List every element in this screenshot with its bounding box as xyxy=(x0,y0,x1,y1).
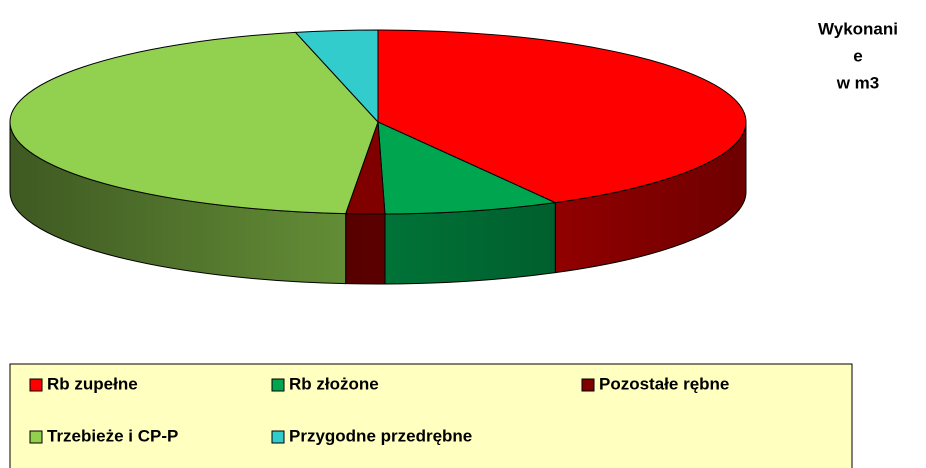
slice-side xyxy=(345,213,386,285)
chart-title: w m3 xyxy=(836,73,880,92)
slice xyxy=(294,29,379,124)
legend-swatch xyxy=(581,378,595,392)
slice xyxy=(9,31,379,215)
legend-label: Trzebieże i CP-P xyxy=(47,426,178,445)
legend-box xyxy=(9,363,853,468)
legend-label: Rb zupełne xyxy=(47,374,138,393)
legend-label: Rb złożone xyxy=(289,374,379,393)
legend-swatch xyxy=(271,378,285,392)
legend-label: Przygodne przedrębne xyxy=(289,426,472,445)
legend-swatch xyxy=(29,378,43,392)
slice xyxy=(377,29,747,204)
legend-swatch xyxy=(29,430,43,444)
legend-label: Pozostałe rębne xyxy=(599,374,729,393)
legend-swatch xyxy=(271,430,285,444)
slice-side xyxy=(384,202,556,285)
slice xyxy=(377,121,558,215)
chart-title: Wykonani xyxy=(818,19,898,38)
chart-title: e xyxy=(853,46,862,65)
